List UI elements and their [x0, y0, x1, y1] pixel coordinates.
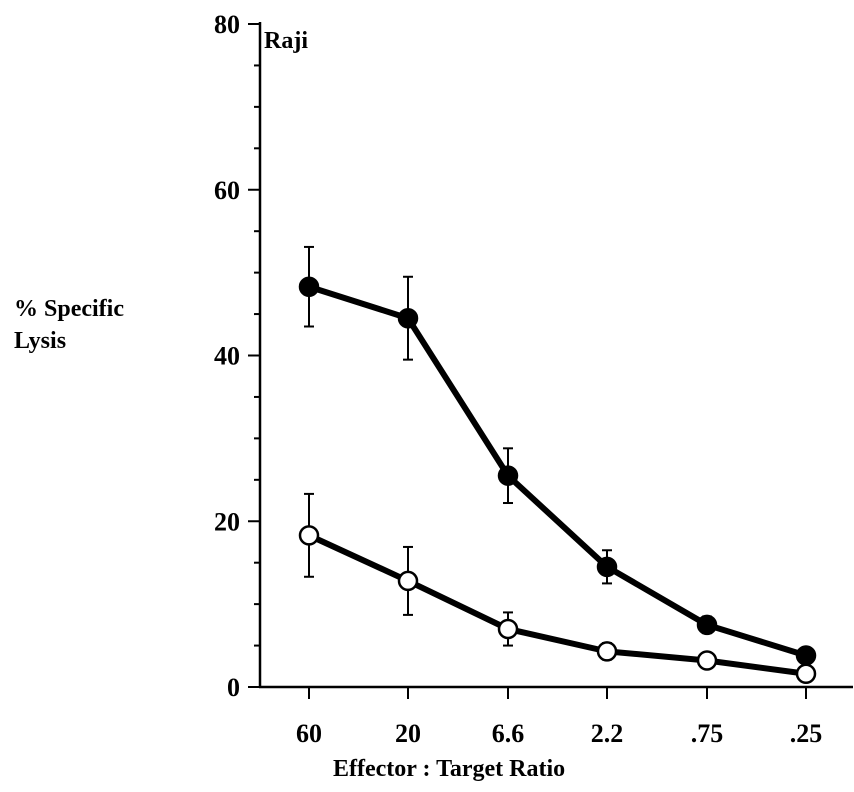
y-axis-ticks: 0 20 40 60 80 — [214, 10, 260, 702]
series-1 — [298, 245, 817, 666]
axes — [258, 22, 853, 689]
x-tick-label: .75 — [691, 719, 724, 748]
x-tick-label: 6.6 — [492, 719, 525, 748]
x-tick-label: 60 — [296, 719, 322, 748]
data-point-open — [696, 650, 718, 671]
data-point-filled — [397, 307, 419, 329]
data-point-open — [397, 570, 419, 592]
data-point-filled — [298, 276, 320, 297]
series-2 — [298, 492, 817, 684]
series-group — [298, 245, 817, 684]
x-axis-label: Effector : Target Ratio — [333, 756, 566, 782]
series-line — [308, 283, 807, 659]
y-tick-label: 60 — [214, 176, 240, 205]
data-point-open — [298, 525, 320, 546]
x-tick-label: 2.2 — [591, 719, 624, 748]
x-tick-label: 20 — [395, 719, 421, 748]
y-tick-label: 80 — [214, 10, 240, 39]
x-axis-ticks: 60 20 6.6 2.2 .75 .25 — [296, 687, 822, 748]
x-tick-label: .25 — [790, 719, 823, 748]
panel-label: Raji — [264, 28, 308, 54]
y-tick-label: 20 — [214, 507, 240, 536]
data-point-filled — [497, 465, 519, 486]
data-point-filled — [795, 645, 817, 666]
y-axis-label-line1: % Specific — [14, 296, 124, 322]
data-point-open — [795, 663, 817, 684]
y-axis-label-line2: Lysis — [14, 328, 67, 354]
data-point-open — [497, 618, 519, 640]
data-point-filled — [596, 556, 618, 578]
series-line — [307, 532, 807, 677]
data-point-open — [596, 641, 618, 662]
y-tick-label: 0 — [227, 673, 240, 702]
y-tick-label: 40 — [214, 342, 240, 371]
data-point-filled — [696, 614, 718, 636]
